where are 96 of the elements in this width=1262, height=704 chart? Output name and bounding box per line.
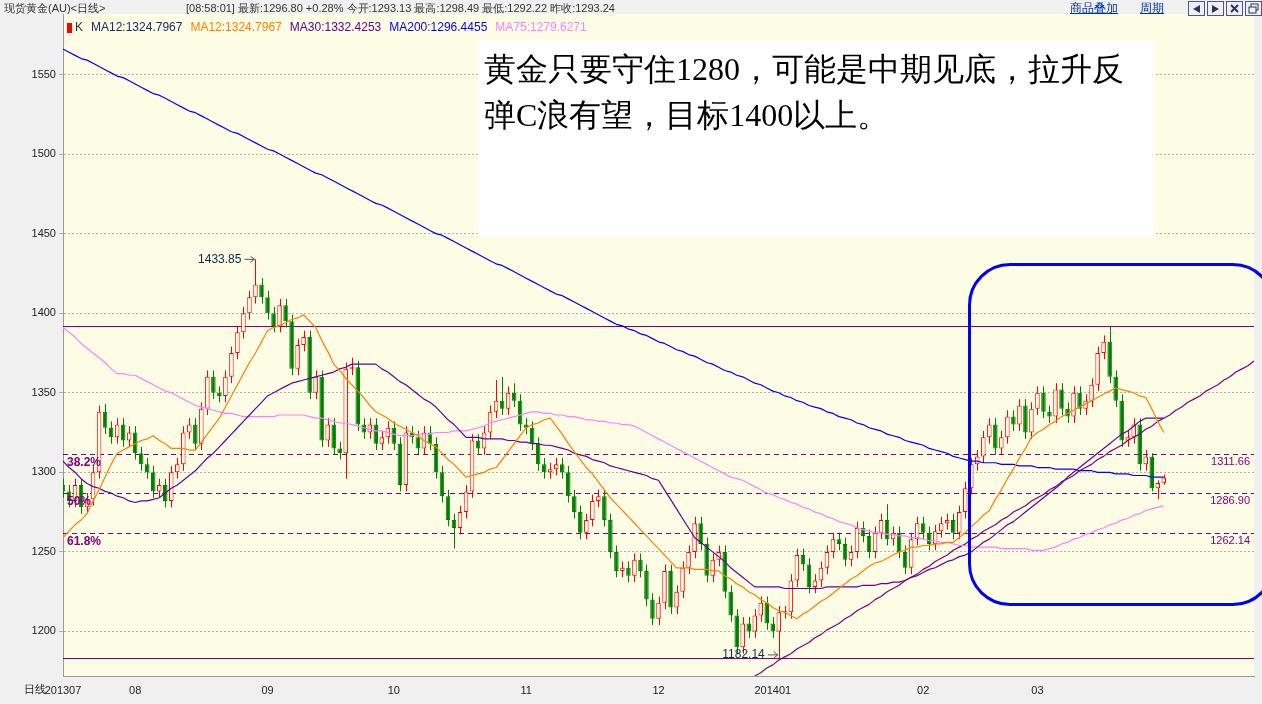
candlestick [981, 430, 986, 464]
candlestick [746, 616, 751, 639]
x-tick-label: 09 [261, 683, 274, 696]
candlestick [1143, 449, 1148, 472]
candlestick [686, 545, 691, 575]
x-tick-label: 08 [129, 683, 142, 696]
candlestick [590, 494, 595, 527]
candlestick [1035, 385, 1040, 416]
candlestick [626, 560, 631, 583]
chart-title: 现货黄金(AU)<日线> [4, 1, 106, 16]
candlestick [259, 277, 264, 305]
candlestick [1005, 409, 1010, 445]
candlestick [698, 516, 703, 551]
candlestick [1077, 385, 1082, 416]
legend-label: K [75, 20, 84, 35]
x-tick-label: 03 [1031, 683, 1044, 696]
y-tick-label: 1550 [31, 67, 56, 80]
y-tick-label: 1450 [31, 226, 56, 239]
candlestick [957, 505, 962, 540]
candlestick [650, 592, 655, 626]
candlestick [313, 369, 318, 400]
x-tick-label: 201307 [44, 683, 82, 696]
candlestick [223, 369, 228, 403]
annotation: 商品叠加 [1070, 0, 1118, 17]
candlestick [1041, 385, 1046, 419]
candlestick [325, 417, 330, 448]
candlestick [584, 513, 589, 540]
candlestick [710, 552, 715, 583]
ref-line-label: 1311.66 [1211, 455, 1250, 468]
y-tick-label: 1300 [31, 465, 56, 478]
candlestick [728, 584, 733, 623]
ref-line-label: 1286.90 [1210, 494, 1250, 507]
candlestick [229, 346, 234, 384]
candlestick [963, 481, 968, 519]
x-tick-label: 02 [917, 683, 930, 696]
candlestick [253, 258, 258, 305]
candlestick [632, 552, 637, 583]
annotation: 1433.85 [198, 251, 242, 266]
text: 日线 [24, 682, 46, 697]
candlestick [1089, 377, 1094, 408]
annotation: 61.8% [67, 533, 102, 548]
candlestick [295, 338, 300, 376]
x-tick-label: 201401 [754, 683, 792, 696]
candlestick [1011, 409, 1016, 432]
candlestick [283, 298, 288, 328]
ref-line-label: 1262.14 [1210, 534, 1250, 547]
candlestick [578, 505, 583, 540]
candlestick [1071, 385, 1076, 424]
text: MA30:1332.4253 [289, 20, 382, 35]
candlestick [566, 465, 571, 504]
candlestick [572, 489, 577, 519]
candlestick [265, 290, 270, 321]
annotation: 周期 [1140, 0, 1164, 17]
candlestick [638, 552, 643, 578]
y-tick-label: 1500 [31, 147, 56, 160]
candlestick [211, 369, 216, 400]
candlestick [614, 545, 619, 578]
candlestick [752, 608, 757, 639]
text: MA75:1279.6271 [495, 20, 588, 35]
candlestick [193, 417, 198, 451]
candlestick [163, 478, 168, 508]
y-tick-label: 1350 [31, 385, 56, 398]
note-box: 黄金只要守住1280，可能是中期见底，拉升反弹C浪有望，目标1400以上。 [478, 40, 1154, 236]
x-tick-label: 12 [652, 683, 665, 696]
text: MA12:1324.7967 [190, 20, 283, 35]
y-tick-label: 1250 [31, 544, 56, 557]
candlestick [656, 595, 661, 626]
x-tick-label: 10 [387, 683, 400, 696]
candlestick [674, 584, 679, 615]
candlestick [1059, 382, 1064, 416]
candlestick [247, 290, 252, 321]
text: MA200:1296.4455 [389, 20, 488, 35]
candlestick [1113, 369, 1118, 408]
candlestick [1017, 398, 1022, 432]
x-tick-label: 11 [520, 683, 532, 696]
candlestick [560, 457, 565, 480]
candlestick [379, 430, 385, 451]
annotation: 1182.14 [722, 647, 766, 662]
candlestick [301, 330, 306, 352]
candlestick [271, 306, 276, 333]
candlestick [235, 325, 240, 360]
candlestick [602, 489, 607, 527]
candlestick [277, 298, 282, 333]
candlestick [331, 417, 336, 456]
annotation: MA12:1324.7967 [91, 20, 183, 35]
candlestick [987, 417, 992, 445]
chart-subtitle: [08:58:01] 最新:1296.80 +0.28% 今开:1293.13 最高:1298.49 最低:1292.22 昨收:1293.24 [186, 1, 615, 16]
candlestick [175, 457, 180, 480]
y-tick-label: 1400 [31, 306, 56, 319]
candlestick [680, 560, 685, 599]
y-tick-label: 1200 [31, 624, 56, 637]
candlestick [241, 306, 246, 340]
candlestick [1101, 334, 1106, 360]
candlestick [993, 417, 998, 456]
candlestick [999, 430, 1004, 456]
candlestick [187, 417, 192, 440]
